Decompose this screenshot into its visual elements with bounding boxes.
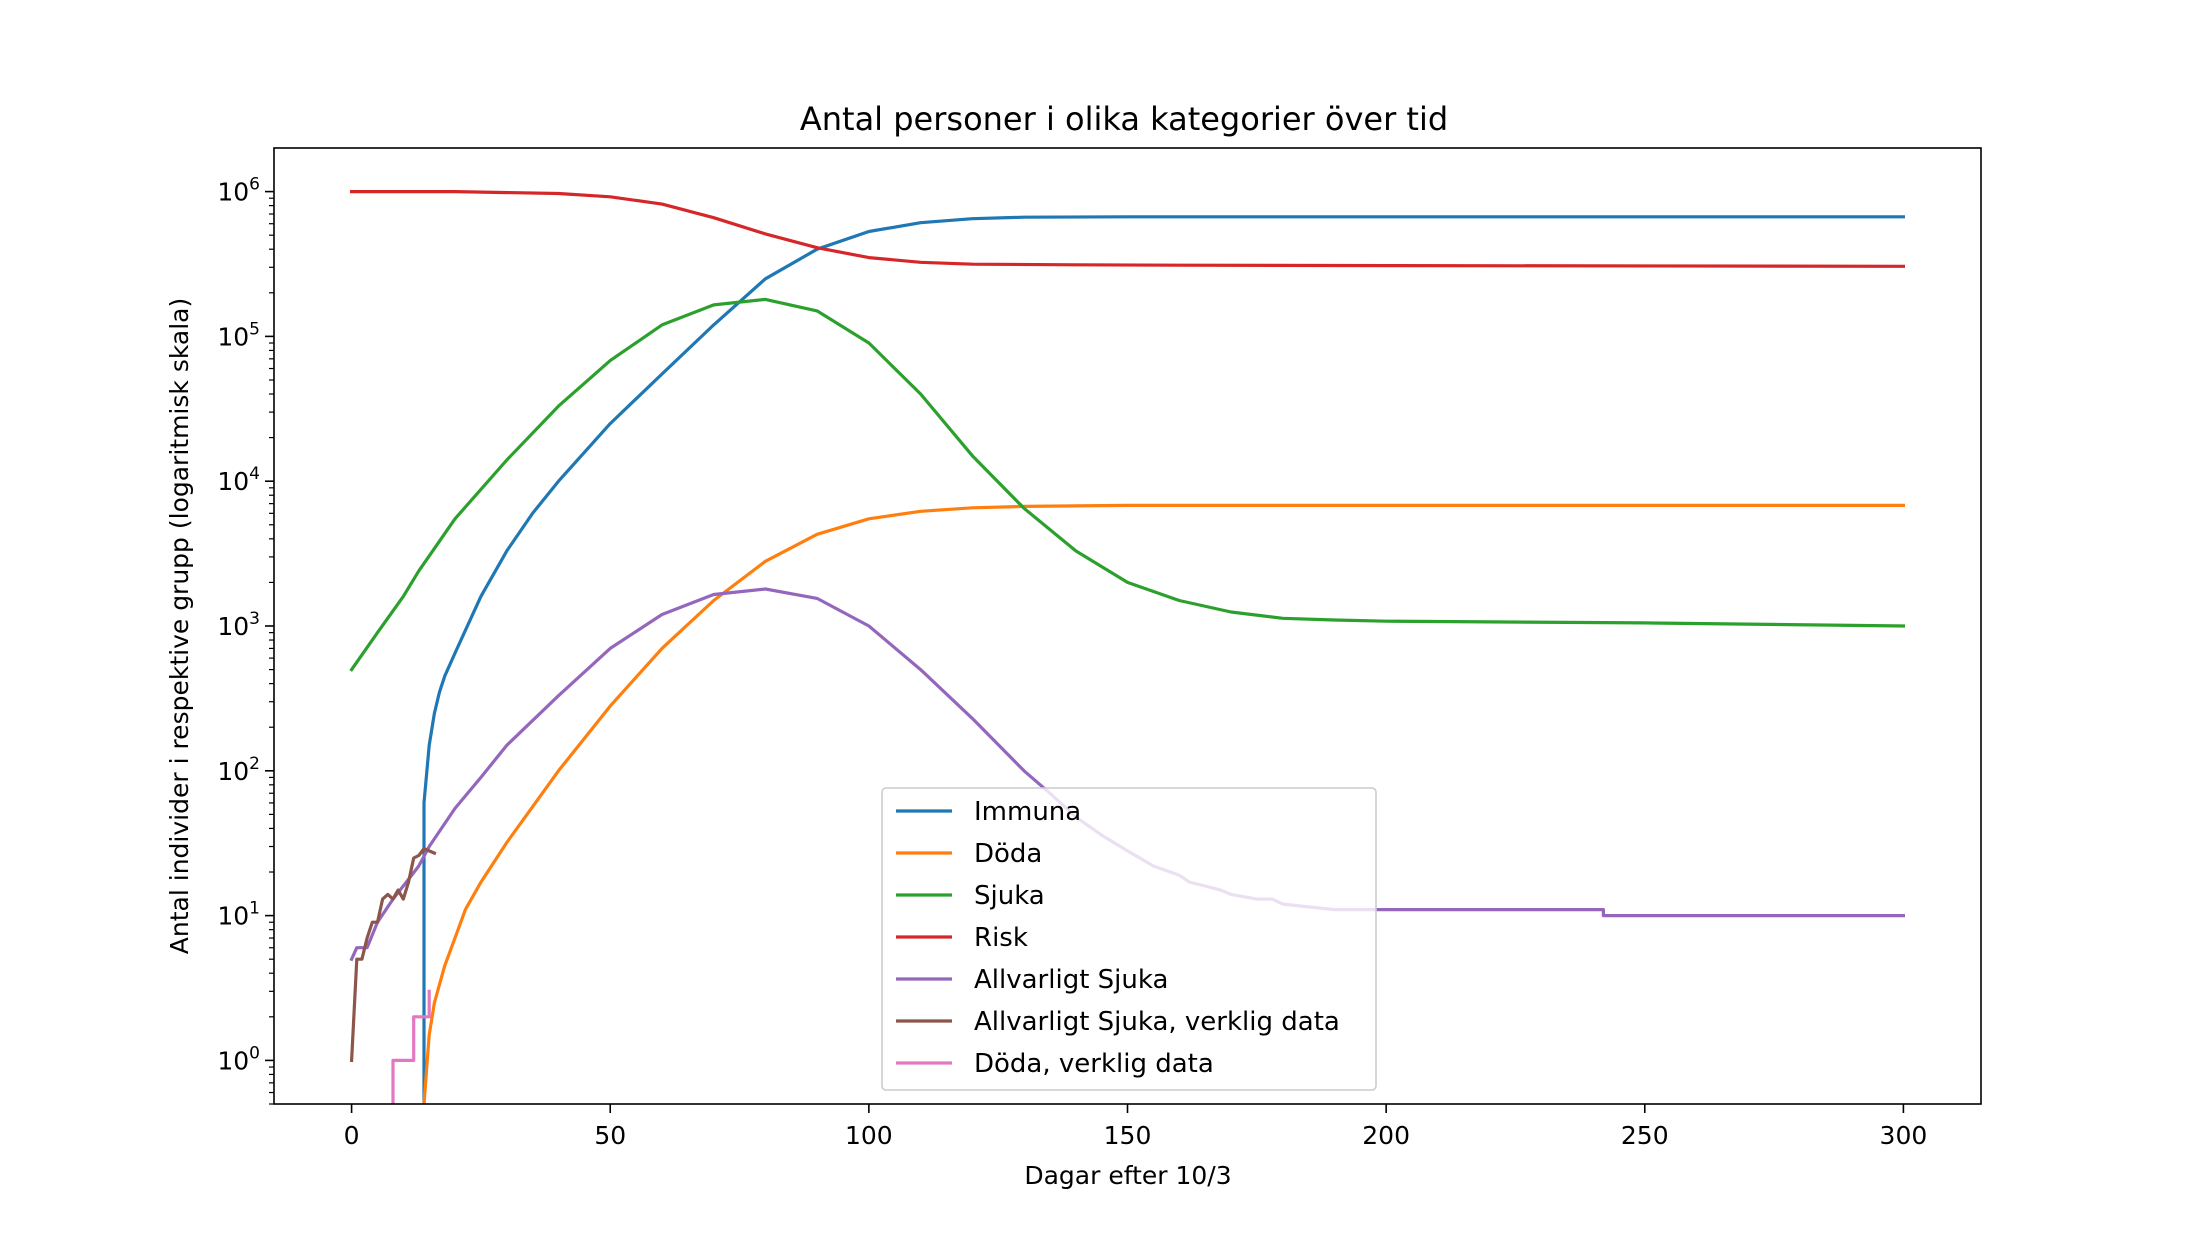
x-axis: 0 50 100 150 200 250 300: [344, 1104, 1928, 1150]
legend-label: Risk: [974, 923, 1028, 953]
legend-label: Allvarligt Sjuka: [974, 965, 1168, 995]
legend-label: Döda: [974, 839, 1042, 869]
series-layer: [349, 190, 1906, 1104]
series-line-6: [349, 846, 437, 1063]
legend-label: Immuna: [974, 797, 1081, 827]
legend-label: Döda, verklig data: [974, 1049, 1214, 1079]
legend-box: [881, 787, 1377, 1091]
y-tick-label: 101: [217, 899, 260, 931]
legend-label: Sjuka: [974, 881, 1045, 911]
y-axis-label: Antal individer i respektive grupp (loga…: [165, 298, 194, 954]
x-tick-label: 300: [1880, 1121, 1928, 1150]
series-line-2: [422, 503, 1906, 1104]
x-tick-label: 50: [594, 1121, 626, 1150]
x-tick-label: 250: [1621, 1121, 1669, 1150]
y-tick-label: 104: [217, 464, 260, 496]
series-line-7: [391, 989, 431, 1104]
x-tick-label: 200: [1362, 1121, 1410, 1150]
y-axis: 100 101 102 103 104 105 106: [217, 175, 274, 1105]
x-axis-label: Dagar efter 10/3: [1024, 1161, 1231, 1190]
y-tick-label: 106: [217, 175, 260, 207]
series-line-1: [422, 215, 1906, 1104]
x-tick-label: 0: [344, 1121, 360, 1150]
legend-label: Allvarligt Sjuka, verklig data: [974, 1007, 1340, 1037]
series-line-3: [349, 297, 1906, 672]
x-tick-label: 150: [1104, 1121, 1152, 1150]
chart-title: Antal personer i olika kategorier över t…: [800, 100, 1448, 138]
y-tick-label: 103: [217, 609, 260, 641]
x-tick-label: 100: [845, 1121, 893, 1150]
y-tick-label: 105: [217, 319, 260, 351]
y-tick-label: 102: [217, 754, 260, 786]
y-tick-label: 100: [217, 1043, 260, 1075]
legend: Immuna Döda Sjuka Risk Allvarligt Sjuka Allva…: [881, 787, 1377, 1091]
series-line-4: [350, 190, 1906, 268]
